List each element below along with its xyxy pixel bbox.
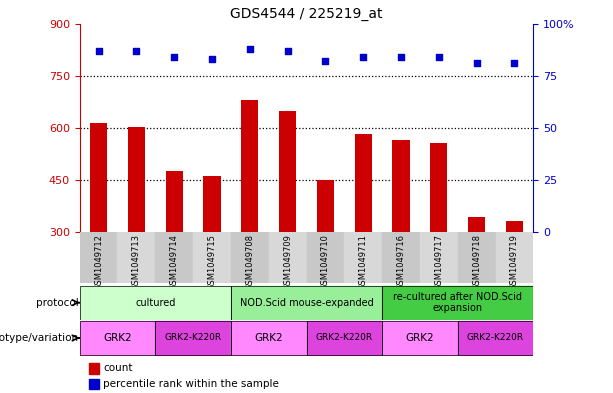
- Bar: [458, 321, 533, 355]
- Bar: [231, 232, 268, 283]
- Text: GSM1049713: GSM1049713: [132, 234, 141, 290]
- Bar: [80, 286, 231, 320]
- Point: [245, 46, 255, 52]
- Text: GRK2-K220R: GRK2-K220R: [164, 334, 222, 342]
- Bar: [306, 232, 345, 283]
- Bar: [231, 321, 306, 355]
- Bar: [204, 176, 221, 232]
- Text: GSM1049712: GSM1049712: [94, 234, 103, 290]
- Bar: [279, 111, 296, 232]
- Bar: [80, 232, 118, 283]
- Point: [207, 56, 217, 62]
- Bar: [242, 100, 258, 232]
- Text: GSM1049708: GSM1049708: [245, 234, 254, 290]
- Text: GRK2-K220R: GRK2-K220R: [467, 334, 524, 342]
- Text: GSM1049710: GSM1049710: [321, 234, 330, 290]
- Point: [472, 60, 482, 66]
- Point: [396, 54, 406, 60]
- Point: [321, 58, 330, 64]
- Text: GRK2-K220R: GRK2-K220R: [316, 334, 373, 342]
- Bar: [193, 232, 231, 283]
- Bar: [80, 321, 155, 355]
- Text: count: count: [103, 363, 133, 373]
- Bar: [89, 363, 99, 373]
- Point: [358, 54, 368, 60]
- Bar: [155, 321, 231, 355]
- Text: GRK2: GRK2: [103, 333, 132, 343]
- Bar: [80, 321, 155, 355]
- Bar: [118, 232, 155, 283]
- Text: protocol: protocol: [36, 298, 79, 308]
- Bar: [382, 321, 458, 355]
- Text: percentile rank within the sample: percentile rank within the sample: [103, 379, 279, 389]
- Point: [283, 48, 292, 54]
- Point: [509, 60, 519, 66]
- Bar: [306, 321, 382, 355]
- Bar: [382, 321, 458, 355]
- Text: GSM1049718: GSM1049718: [472, 234, 481, 290]
- Point: [434, 54, 444, 60]
- Text: NOD.Scid mouse-expanded: NOD.Scid mouse-expanded: [240, 298, 373, 308]
- Bar: [468, 217, 485, 232]
- Text: GSM1049715: GSM1049715: [207, 234, 216, 290]
- Text: GSM1049717: GSM1049717: [434, 234, 443, 290]
- Text: GSM1049714: GSM1049714: [170, 234, 179, 290]
- Text: GSM1049716: GSM1049716: [397, 234, 406, 290]
- Bar: [306, 321, 382, 355]
- Bar: [231, 321, 306, 355]
- Bar: [355, 134, 371, 232]
- Bar: [392, 140, 409, 232]
- Bar: [89, 379, 99, 389]
- Bar: [458, 232, 495, 283]
- Text: GSM1049709: GSM1049709: [283, 234, 292, 290]
- Bar: [128, 127, 145, 232]
- Point: [131, 48, 141, 54]
- Bar: [495, 232, 533, 283]
- Text: GRK2: GRK2: [254, 333, 283, 343]
- Bar: [166, 171, 183, 232]
- Bar: [268, 232, 306, 283]
- Bar: [80, 286, 231, 320]
- Bar: [90, 123, 107, 232]
- Bar: [382, 286, 533, 320]
- Bar: [345, 232, 382, 283]
- Bar: [231, 286, 382, 320]
- Title: GDS4544 / 225219_at: GDS4544 / 225219_at: [230, 7, 383, 21]
- Bar: [155, 232, 193, 283]
- Bar: [382, 286, 533, 320]
- Text: re-cultured after NOD.Scid
expansion: re-cultured after NOD.Scid expansion: [393, 292, 522, 313]
- Text: cultured: cultured: [135, 298, 175, 308]
- Text: GSM1049711: GSM1049711: [359, 234, 368, 290]
- Bar: [430, 143, 447, 232]
- Text: GSM1049719: GSM1049719: [510, 234, 519, 290]
- Bar: [458, 321, 533, 355]
- Point: [169, 54, 179, 60]
- Text: genotype/variation: genotype/variation: [0, 333, 79, 343]
- Bar: [317, 180, 334, 232]
- Bar: [231, 286, 382, 320]
- Point: [94, 48, 104, 54]
- Bar: [506, 221, 523, 232]
- Bar: [155, 321, 231, 355]
- Bar: [382, 232, 420, 283]
- Bar: [420, 232, 458, 283]
- Text: GRK2: GRK2: [406, 333, 434, 343]
